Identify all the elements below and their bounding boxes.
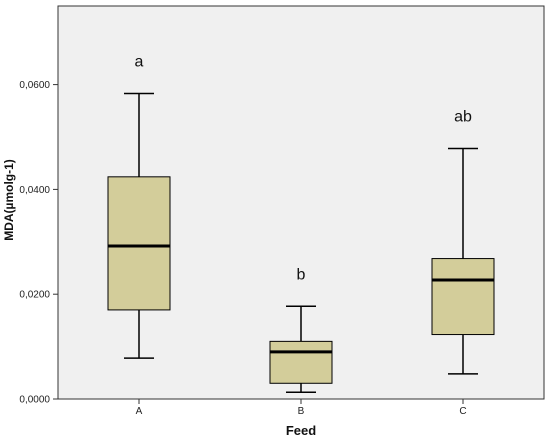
box-iqr bbox=[107, 176, 171, 311]
y-tick-label: 0,0400 bbox=[19, 185, 50, 196]
significance-letter: ab bbox=[454, 109, 472, 126]
x-axis-label: Feed bbox=[286, 423, 316, 438]
y-tick-label: 0,0200 bbox=[19, 290, 50, 301]
x-axis-ticks: A B C bbox=[136, 399, 467, 417]
y-tick-label: 0,0600 bbox=[19, 80, 50, 91]
y-axis-ticks: 0,0000 0,0200 0,0400 0,0600 bbox=[19, 80, 58, 406]
significance-letter: b bbox=[297, 266, 306, 283]
box-iqr bbox=[431, 258, 495, 336]
y-tick-label: 0,0000 bbox=[19, 395, 50, 406]
box-group-b: b bbox=[269, 266, 333, 393]
significance-letter: a bbox=[135, 54, 144, 71]
x-tick-label: B bbox=[298, 406, 305, 417]
box-iqr bbox=[269, 340, 333, 384]
y-axis-label: MDA(µmolg-1) bbox=[2, 159, 16, 241]
box-group-a: a bbox=[107, 54, 171, 359]
box-group-c: ab bbox=[431, 109, 495, 375]
x-tick-label: A bbox=[136, 406, 143, 417]
x-tick-label: C bbox=[459, 406, 466, 417]
